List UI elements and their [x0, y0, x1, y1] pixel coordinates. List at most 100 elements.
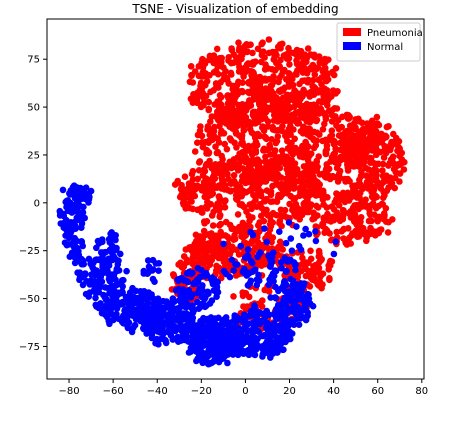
data-point-normal	[282, 298, 290, 306]
data-point-pneumonia	[217, 93, 225, 101]
data-point-pneumonia	[277, 206, 285, 214]
data-point-pneumonia	[183, 259, 190, 266]
data-point-normal	[190, 306, 198, 314]
data-point-pneumonia	[382, 149, 390, 157]
data-point-pneumonia	[282, 114, 290, 122]
data-point-pneumonia	[223, 145, 231, 153]
data-point-pneumonia	[251, 85, 258, 93]
data-point-pneumonia	[314, 64, 322, 71]
data-point-pneumonia	[275, 160, 282, 167]
data-point-normal	[154, 328, 161, 335]
data-point-pneumonia	[313, 157, 321, 165]
data-point-pneumonia	[377, 185, 385, 192]
data-point-pneumonia	[176, 193, 184, 201]
data-point-pneumonia	[331, 159, 339, 166]
data-point-pneumonia	[192, 231, 200, 239]
data-point-pneumonia	[233, 144, 240, 151]
data-point-pneumonia	[232, 195, 240, 203]
data-point-pneumonia	[254, 130, 262, 138]
data-point-pneumonia	[249, 61, 257, 68]
data-point-normal	[289, 319, 297, 327]
data-point-pneumonia	[193, 95, 200, 103]
data-point-normal	[119, 289, 126, 296]
data-point-pneumonia	[319, 221, 327, 228]
data-point-normal	[247, 228, 254, 236]
data-point-normal	[290, 297, 298, 305]
data-point-pneumonia	[274, 102, 282, 109]
data-point-normal	[153, 335, 161, 343]
data-point-pneumonia	[340, 226, 347, 233]
data-point-pneumonia	[227, 180, 235, 187]
data-point-pneumonia	[206, 261, 214, 269]
data-point-pneumonia	[334, 117, 342, 124]
x-tick-label: 40	[327, 386, 340, 397]
data-point-pneumonia	[301, 178, 309, 186]
data-point-normal	[189, 332, 197, 340]
data-point-pneumonia	[325, 266, 333, 273]
data-point-pneumonia	[276, 219, 283, 227]
data-point-pneumonia	[272, 48, 279, 56]
data-point-normal	[211, 356, 219, 364]
data-point-normal	[144, 298, 152, 306]
data-point-normal	[234, 331, 241, 338]
data-point-pneumonia	[224, 186, 232, 194]
data-point-pneumonia	[232, 181, 240, 188]
data-point-pneumonia	[311, 71, 319, 78]
data-point-normal	[272, 267, 280, 275]
data-point-normal	[78, 238, 85, 245]
data-point-pneumonia	[217, 130, 225, 137]
data-point-normal	[283, 288, 291, 296]
data-point-pneumonia	[232, 130, 240, 137]
data-point-pneumonia	[194, 139, 201, 146]
data-point-normal	[106, 278, 114, 285]
data-point-normal	[260, 310, 267, 318]
data-point-pneumonia	[205, 98, 212, 106]
data-point-pneumonia	[369, 145, 377, 153]
data-point-pneumonia	[311, 53, 318, 61]
data-point-pneumonia	[226, 101, 233, 108]
data-point-pneumonia	[205, 231, 213, 238]
data-point-pneumonia	[191, 246, 198, 253]
x-tick-label: −80	[58, 386, 79, 397]
data-point-pneumonia	[301, 77, 309, 84]
data-point-pneumonia	[236, 45, 244, 53]
data-point-normal	[74, 269, 81, 277]
data-point-pneumonia	[287, 79, 294, 87]
data-point-pneumonia	[224, 233, 231, 241]
data-point-normal	[146, 293, 154, 301]
data-point-pneumonia	[355, 115, 362, 123]
data-point-normal	[199, 300, 207, 307]
data-point-pneumonia	[325, 217, 333, 224]
data-point-pneumonia	[262, 134, 270, 141]
data-point-pneumonia	[354, 233, 361, 240]
data-point-pneumonia	[209, 248, 217, 256]
data-point-pneumonia	[224, 92, 231, 100]
data-point-normal	[193, 322, 201, 329]
data-point-pneumonia	[249, 68, 257, 76]
data-point-normal	[224, 359, 231, 367]
data-point-normal	[295, 242, 303, 250]
y-tick-label: 25	[27, 150, 40, 161]
data-point-pneumonia	[305, 160, 312, 168]
data-point-pneumonia	[221, 140, 228, 148]
data-point-normal	[246, 279, 254, 287]
legend-label-normal: Normal	[367, 42, 403, 53]
legend-swatch-normal	[343, 42, 361, 50]
data-point-pneumonia	[241, 169, 249, 177]
data-point-normal	[183, 310, 190, 318]
data-point-pneumonia	[331, 105, 338, 112]
data-point-pneumonia	[197, 103, 205, 111]
data-point-pneumonia	[256, 219, 263, 226]
data-point-pneumonia	[254, 259, 262, 267]
data-point-pneumonia	[363, 148, 370, 156]
data-point-pneumonia	[275, 64, 282, 71]
data-point-normal	[136, 303, 144, 311]
data-point-normal	[253, 313, 261, 320]
data-point-pneumonia	[188, 72, 195, 79]
data-point-normal	[105, 285, 112, 292]
data-point-normal	[77, 184, 84, 192]
data-point-normal	[250, 350, 258, 358]
data-point-normal	[264, 319, 272, 327]
data-point-pneumonia	[368, 217, 375, 225]
data-point-pneumonia	[390, 130, 397, 138]
